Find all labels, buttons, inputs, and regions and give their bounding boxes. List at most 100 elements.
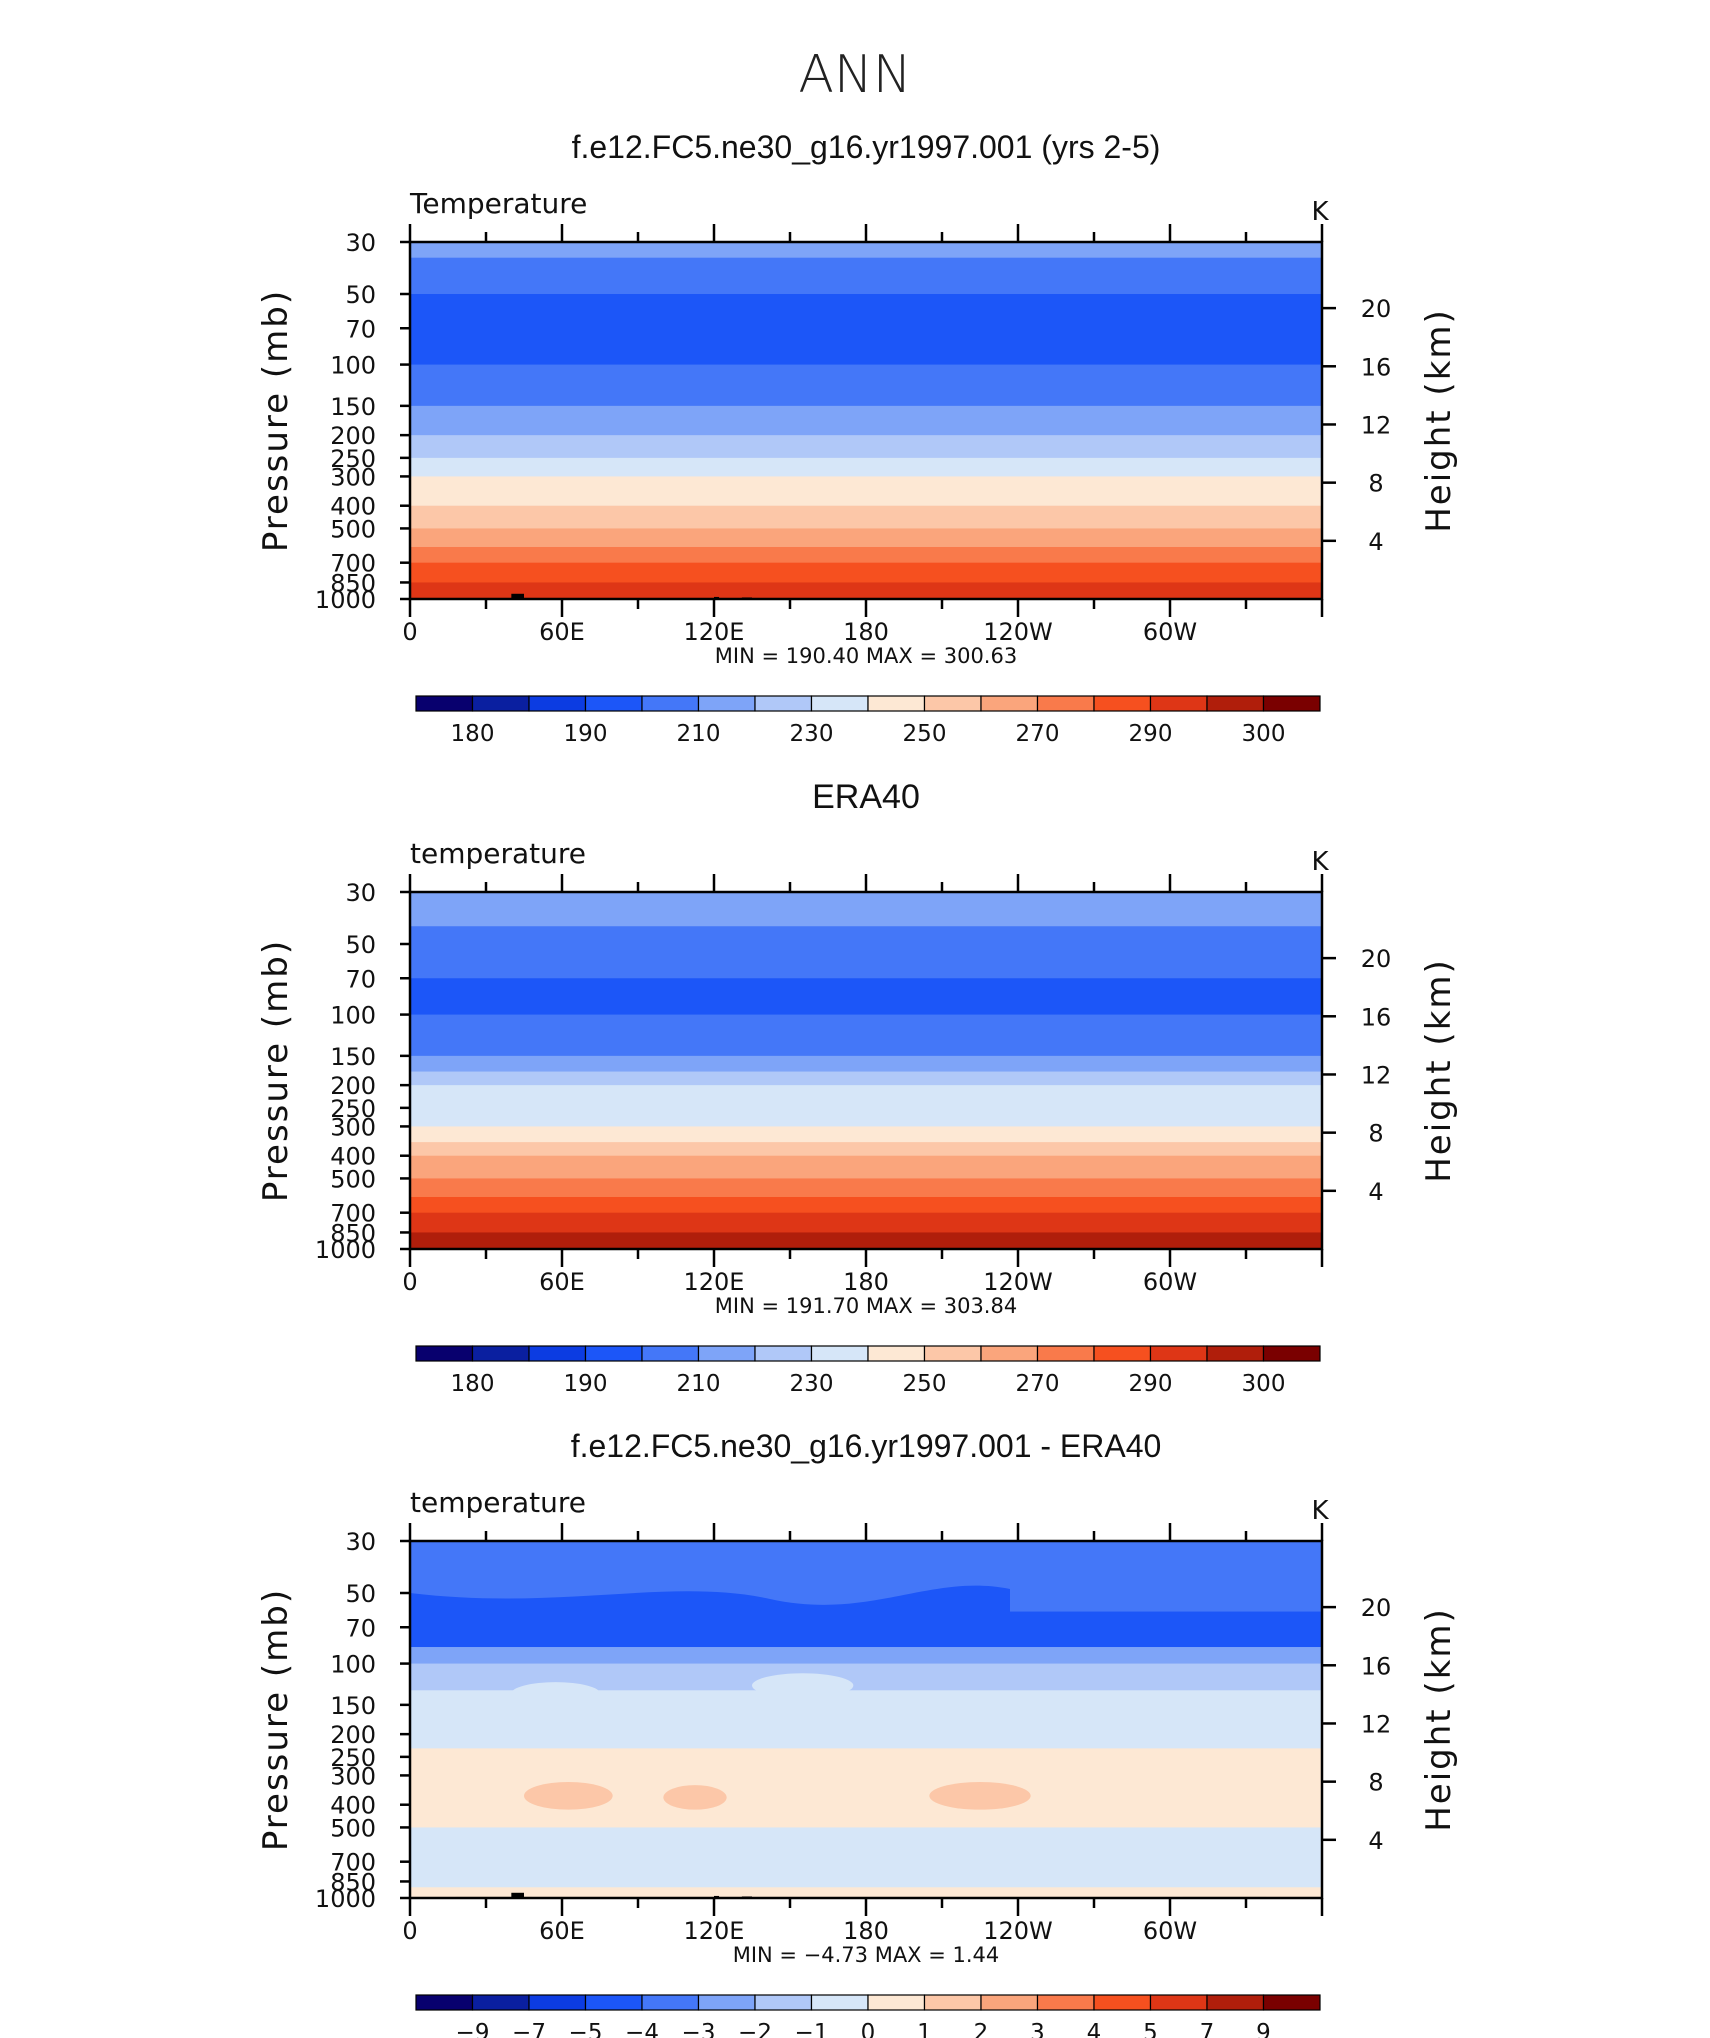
contour-band: [410, 1887, 1322, 1899]
topography-block: [511, 593, 524, 599]
x-tick-label: 180: [843, 1268, 889, 1296]
colorbar-swatch: [923, 695, 982, 712]
colorbar-label: −7: [512, 2020, 546, 2038]
x-ticks: 0 60E 120E 180 120W 60W: [402, 1523, 1324, 1945]
colorbar-label: 7: [1200, 2020, 1215, 2038]
colorbar-swatch: [415, 695, 474, 712]
pressure-tick-label: 700: [330, 1849, 376, 1877]
pressure-tick-label: 50: [345, 281, 376, 309]
colorbar-swatch: [1262, 695, 1321, 712]
colorbar-swatch: [697, 695, 756, 712]
pressure-tick-label: 700: [330, 550, 376, 578]
pressure-tick-label: 400: [330, 493, 376, 521]
colorbar-swatch: [471, 1345, 530, 1362]
pressure-tick-label: 150: [330, 393, 376, 421]
x-tick-label: 60W: [1143, 1917, 1197, 1945]
colorbar-swatch: [867, 1345, 926, 1362]
contour-band: [410, 421, 1322, 436]
contour-field: [410, 1541, 1322, 1899]
pressure-tick-label: 30: [345, 229, 376, 257]
colorbar: 180 190 210 230 250 270 290 300: [415, 1345, 1321, 1397]
contour-band: [410, 1178, 1322, 1198]
contour-field: [410, 892, 1322, 1250]
x-tick-label: 120E: [684, 1917, 745, 1945]
colorbar-label: −5: [569, 2020, 603, 2038]
variable-label: temperature: [410, 837, 586, 870]
contour-band: [410, 546, 1322, 564]
height-tick-label: 20: [1361, 295, 1392, 323]
colorbar-swatch: [1262, 1994, 1321, 2011]
pressure-tick-label: 30: [345, 1528, 376, 1556]
contour-band: [410, 1845, 1322, 1876]
colorbar-swatch: [1206, 695, 1265, 712]
x-tick-label: 60E: [539, 1917, 585, 1945]
contour-band: [410, 457, 1322, 478]
colorbar-swatch: [754, 695, 813, 712]
colorbar-label: 180: [451, 1371, 495, 1397]
contour-patch: [511, 1682, 600, 1705]
colorbar-label: 300: [1242, 1371, 1286, 1397]
pressure-axis-title: Pressure (mb): [256, 1588, 296, 1851]
contour-band: [410, 364, 1322, 407]
colorbar-swatch: [584, 1994, 643, 2011]
colorbar-swatch: [641, 695, 700, 712]
height-tick-label: 20: [1361, 945, 1392, 973]
colorbar-swatch: [980, 695, 1039, 712]
pressure-tick-label: 500: [330, 1165, 376, 1193]
colorbar-label: −9: [456, 2020, 490, 2038]
pressure-tick-label: 150: [330, 1692, 376, 1720]
colorbar-swatch: [810, 695, 869, 712]
colorbar-swatch: [641, 1345, 700, 1362]
colorbar-label: 270: [1016, 1371, 1060, 1397]
colorbar-swatch: [867, 695, 926, 712]
colorbar-label: 290: [1129, 1371, 1173, 1397]
units-label: K: [1311, 847, 1329, 877]
panel-1: f.e12.FC5.ne30_g16.yr1997.001 (yrs 2-5) T…: [256, 129, 1459, 747]
colorbar-label: 3: [1030, 2020, 1045, 2038]
colorbar-swatch: [923, 1345, 982, 1362]
pressure-tick-label: 300: [330, 1113, 376, 1141]
colorbar-label: 0: [861, 2020, 876, 2038]
contour-band: [410, 1085, 1322, 1109]
pressure-tick-label: 50: [345, 1580, 376, 1608]
colorbar-swatch: [1206, 1345, 1265, 1362]
contour-band: [410, 505, 1322, 530]
pressure-tick-label: 250: [330, 445, 376, 473]
x-tick-label: 120W: [983, 1917, 1053, 1945]
contour-band: [410, 1107, 1322, 1128]
panel-title: f.e12.FC5.ne30_g16.yr1997.001 (yrs 2-5): [572, 129, 1161, 165]
pressure-tick-label: 500: [330, 515, 376, 543]
height-tick-label: 20: [1361, 1594, 1392, 1622]
contour-band: [410, 1647, 1322, 1665]
colorbar-label: 230: [790, 721, 834, 747]
pressure-tick-label: 70: [345, 315, 376, 343]
colorbar-label: 1: [917, 2020, 932, 2038]
pressure-tick-label: 150: [330, 1043, 376, 1071]
colorbar-swatch: [810, 1994, 869, 2011]
colorbar-swatch: [1262, 1345, 1321, 1362]
colorbar-swatch: [754, 1345, 813, 1362]
contour-blob: [410, 1585, 1010, 1631]
contour-band: [410, 1212, 1322, 1234]
height-tick-label: 4: [1368, 1827, 1383, 1855]
contour-band: [410, 582, 1322, 600]
pressure-tick-label: 200: [330, 1721, 376, 1749]
colorbar-swatch: [584, 695, 643, 712]
height-tick-label: 16: [1361, 1003, 1392, 1031]
colorbar-swatch: [1093, 695, 1152, 712]
panel-2: ERA40 temperature K 0 60E 120E 180 120W 60W 30 50 7…: [256, 778, 1459, 1397]
contour-band: [410, 528, 1322, 548]
colorbar-swatch: [810, 1345, 869, 1362]
x-tick-label: 180: [843, 1917, 889, 1945]
height-axis: 20 16 12 8 4: [1322, 945, 1391, 1206]
variable-label: temperature: [410, 1486, 586, 1519]
contour-band: [410, 435, 1322, 459]
panel-3: f.e12.FC5.ne30_g16.yr1997.001 - ERA40 tem…: [256, 1428, 1459, 2038]
x-tick-label: 180: [843, 618, 889, 646]
pressure-tick-label: 50: [345, 931, 376, 959]
x-ticks: 0 60E 120E 180 120W 60W: [402, 874, 1324, 1296]
pressure-tick-label: 30: [345, 879, 376, 907]
height-tick-label: 12: [1361, 1710, 1392, 1738]
